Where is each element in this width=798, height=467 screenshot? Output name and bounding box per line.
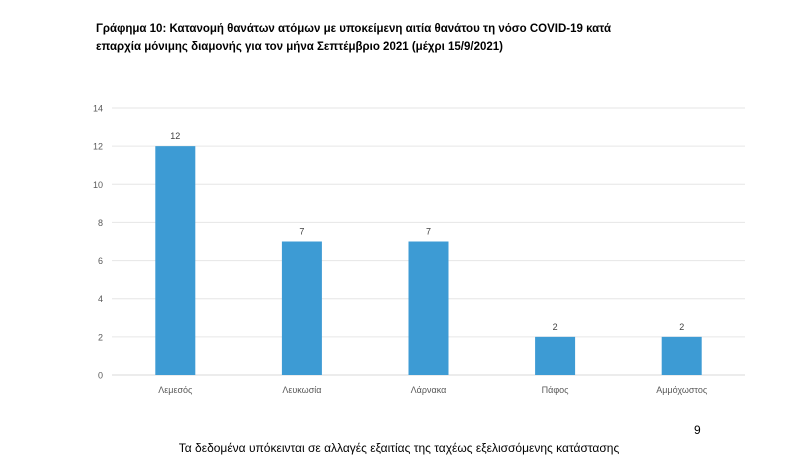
- data-label: 7: [426, 227, 431, 237]
- x-tick-label: Αμμόχωστος: [656, 385, 708, 395]
- footnote: Τα δεδομένα υπόκεινται σε αλλαγές εξαιτί…: [178, 441, 620, 455]
- x-tick-label: Λευκωσία: [282, 385, 321, 395]
- bar: [408, 241, 449, 375]
- chart-title-line-1: Γράφημα 10: Κατανομή θανάτων ατόμων με υ…: [96, 23, 612, 35]
- data-label: 7: [299, 227, 304, 237]
- x-tick-label: Πάφος: [542, 385, 570, 395]
- chart-title: Γράφημα 10: Κατανομή θανάτων ατόμων με υ…: [96, 20, 736, 56]
- x-tick-label: Λεμεσός: [158, 385, 193, 395]
- bar-chart: 0 2 4 6 8 10 12 14 12 Λεμεσός 7 Λευκωσία 7 Λάρνακα 2 Πά…: [93, 104, 745, 395]
- page-number: 9: [694, 423, 701, 437]
- y-tick-label: 12: [93, 142, 103, 152]
- data-label: 12: [170, 131, 180, 141]
- bar: [281, 241, 322, 375]
- y-tick-label: 2: [98, 332, 103, 342]
- y-tick-label: 6: [98, 256, 103, 266]
- y-tick-label: 8: [98, 218, 103, 228]
- data-label: 2: [679, 322, 684, 332]
- bar: [155, 146, 196, 375]
- bar: [661, 336, 702, 375]
- chart-title-line-2: επαρχία μόνιμης διαμονής για τον μήνα Σε…: [96, 41, 504, 53]
- y-tick-label: 14: [93, 104, 103, 114]
- bar: [535, 336, 576, 375]
- data-label: 2: [553, 322, 558, 332]
- y-tick-label: 10: [93, 180, 103, 190]
- x-tick-label: Λάρνακα: [411, 385, 447, 395]
- y-tick-label: 0: [98, 371, 103, 381]
- y-tick-label: 4: [98, 294, 103, 304]
